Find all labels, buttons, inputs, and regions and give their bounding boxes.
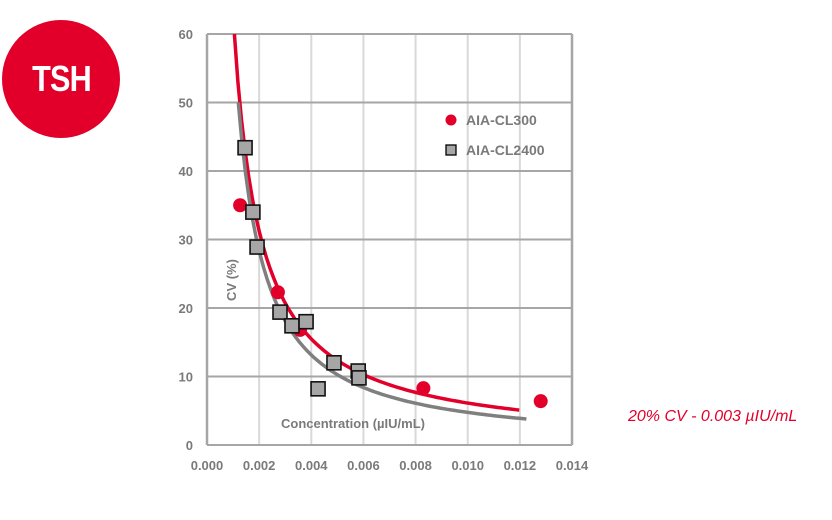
- y-tick-label: 0: [186, 438, 193, 453]
- y-tick-label: 20: [179, 301, 193, 316]
- legend-label-aia-cl300: AIA-CL300: [466, 112, 537, 128]
- data-point-aia-cl300: [233, 198, 248, 213]
- data-point-aia-cl2400: [326, 354, 342, 371]
- lod-annotation: 20% CV - 0.003 µIU/mL: [628, 408, 798, 425]
- y-tick-label: 50: [179, 96, 193, 111]
- x-tick-label: 0.014: [556, 458, 589, 473]
- y-tick-label: 40: [179, 164, 193, 179]
- data-point-aia-cl2400: [310, 381, 326, 397]
- trend-curves: [232, 33, 527, 421]
- legend-marker-aia-cl300: [445, 114, 457, 126]
- legend-label-aia-cl2400: AIA-CL2400: [466, 142, 545, 158]
- y-axis-label: CV (%): [224, 259, 239, 301]
- data-point-aia-cl300: [416, 381, 431, 396]
- legend-marker-aia-cl2400: [445, 144, 457, 156]
- grid-lines: [205, 33, 574, 446]
- data-point-aia-cl2400: [298, 313, 314, 330]
- legend: AIA-CL300 AIA-CL2400: [445, 112, 545, 158]
- data-point-aia-cl300: [533, 394, 548, 409]
- x-tick-label: 0.000: [191, 458, 224, 473]
- trend-curve-aia-cl300: [232, 33, 520, 412]
- data-point-aia-cl2400: [284, 318, 300, 334]
- x-tick-label: 0.004: [295, 458, 328, 473]
- data-point-aia-cl2400: [245, 204, 261, 220]
- x-tick-label: 0.002: [243, 458, 276, 473]
- tsh-badge: TSH: [2, 20, 120, 138]
- data-point-aia-cl2400: [249, 239, 265, 255]
- x-tick-label: 0.010: [451, 458, 484, 473]
- x-tick-label: 0.012: [504, 458, 537, 473]
- data-points: [233, 139, 548, 409]
- data-point-aia-cl2400: [272, 304, 288, 320]
- badge-label: TSH: [31, 58, 91, 99]
- y-tick-label: 30: [179, 233, 193, 248]
- data-point-aia-cl2400: [237, 139, 253, 156]
- x-axis-label: Concentration (µIU/mL): [281, 416, 425, 431]
- x-tick-label: 0.006: [347, 458, 380, 473]
- axis-ticks: 0.000 0.002 0.004 0.006 0.008 0.010 0.012 0.014…: [179, 27, 589, 473]
- data-point-aia-cl2400: [351, 370, 367, 386]
- data-point-aia-cl300: [270, 285, 285, 300]
- y-tick-label: 60: [179, 27, 193, 42]
- x-tick-label: 0.008: [399, 458, 432, 473]
- y-tick-label: 10: [179, 370, 193, 385]
